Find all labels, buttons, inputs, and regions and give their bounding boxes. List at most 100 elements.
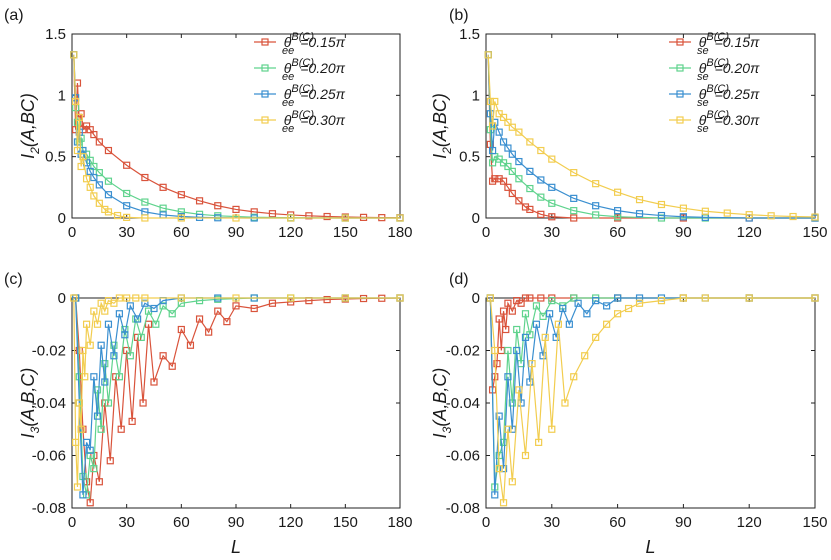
data-point <box>495 315 503 323</box>
data-point <box>82 491 91 499</box>
legend-marker <box>261 90 269 98</box>
data-point <box>592 333 600 341</box>
series-line <box>489 297 815 488</box>
data-point <box>123 161 131 169</box>
series-line <box>73 54 400 219</box>
x-axis-label: L <box>645 537 655 557</box>
data-point <box>341 294 349 302</box>
y-tick-label: 1 <box>472 87 480 104</box>
data-point <box>70 51 78 59</box>
data-point <box>548 213 556 221</box>
data-point <box>565 320 573 328</box>
legend-marker <box>676 116 684 124</box>
data-point <box>141 299 149 307</box>
data-point <box>508 167 516 175</box>
legend-marker <box>676 64 684 72</box>
data-point <box>72 97 80 106</box>
data-point <box>548 425 556 433</box>
y-tick-label: -0.04 <box>32 395 66 412</box>
data-point <box>86 126 94 134</box>
data-point <box>90 192 98 200</box>
data-point <box>504 346 512 355</box>
legend-entry: θB(C) se=0.30π <box>669 109 760 135</box>
data-point <box>493 360 501 368</box>
data-point <box>123 294 131 302</box>
panel-label: (c) <box>4 271 23 288</box>
data-point <box>104 146 113 155</box>
x-tick-label: 90 <box>675 514 692 531</box>
series-0 <box>484 51 819 222</box>
series-line <box>489 297 815 503</box>
axes-frame <box>71 297 401 509</box>
x-tick-label: 90 <box>228 514 245 531</box>
series-line <box>487 54 815 219</box>
data-point <box>396 294 404 302</box>
data-point <box>504 299 512 307</box>
data-point <box>745 294 753 302</box>
data-point <box>359 213 368 221</box>
data-point <box>592 202 600 210</box>
data-point <box>79 153 87 161</box>
data-point <box>592 180 600 188</box>
data-point <box>613 188 622 196</box>
data-point <box>583 310 591 318</box>
data-point <box>396 214 404 222</box>
data-point <box>77 425 85 433</box>
data-point <box>491 97 499 106</box>
data-point <box>508 478 516 486</box>
x-tick-label: 120 <box>737 514 762 531</box>
data-point <box>515 157 523 166</box>
data-point <box>603 320 611 328</box>
data-point <box>104 191 113 199</box>
series-3 <box>486 294 819 507</box>
legend-marker <box>261 116 269 124</box>
data-point <box>486 97 494 106</box>
data-point <box>548 199 556 207</box>
x-tick-label: 0 <box>482 224 490 241</box>
data-point <box>499 159 508 167</box>
y-tick-label: -0.02 <box>446 343 480 360</box>
data-point <box>526 184 534 193</box>
data-point <box>77 110 85 118</box>
data-point <box>141 198 149 206</box>
axes-frame <box>485 33 816 219</box>
data-point <box>268 210 277 218</box>
panel-1: 0 30 60 90 120 150 0 0.5 1 1.5 (b) I2(A,BC) θB(C) se=… <box>430 7 828 241</box>
data-point <box>570 373 578 381</box>
series-line <box>73 54 401 219</box>
x-tick-label: 60 <box>173 224 190 241</box>
data-point <box>657 297 666 305</box>
data-point <box>499 138 508 146</box>
data-point <box>177 294 185 302</box>
data-point <box>86 451 94 460</box>
data-point <box>624 304 633 313</box>
legend-entry: θB(C) se=0.20π <box>669 57 760 83</box>
data-point <box>177 325 185 334</box>
data-point <box>86 341 94 349</box>
data-point <box>113 211 122 220</box>
data-point <box>93 412 102 420</box>
panel-label: (d) <box>449 271 469 288</box>
data-point <box>287 214 295 222</box>
x-tick-label: 60 <box>609 224 626 241</box>
data-point <box>82 122 91 130</box>
data-point <box>86 499 94 507</box>
data-point <box>635 299 644 307</box>
legend-entry: θB(C) se=0.25π <box>669 83 760 109</box>
data-point <box>117 425 125 433</box>
data-point <box>592 211 600 219</box>
data-point <box>168 310 176 318</box>
data-point <box>635 210 644 218</box>
data-point <box>115 373 123 381</box>
y-tick-label: -0.06 <box>32 448 66 465</box>
data-point <box>486 126 494 134</box>
legend-label: θB(C) ee=0.25π <box>282 83 346 109</box>
data-point <box>723 209 731 217</box>
data-point <box>95 199 103 207</box>
x-tick-label: 180 <box>387 514 412 531</box>
data-point <box>195 197 204 205</box>
data-point <box>537 146 545 155</box>
x-tick-label: 30 <box>118 514 135 531</box>
legend-label: θB(C) ee=0.30π <box>282 109 346 135</box>
y-tick-label: 0 <box>472 290 480 307</box>
